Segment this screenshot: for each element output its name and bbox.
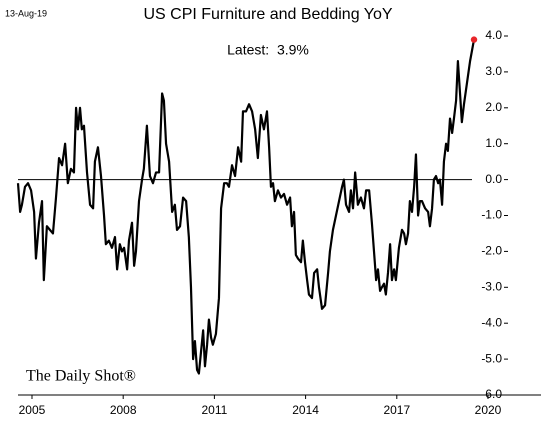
y-tick-label: -2.0 <box>481 244 502 258</box>
x-tick-label: 2011 <box>201 403 227 417</box>
date-label: 13-Aug-19 <box>5 8 47 18</box>
watermark: The Daily Shot® <box>26 368 136 385</box>
y-tick-label: 3.0 <box>485 64 502 78</box>
y-tick-label: -1.0 <box>481 208 502 222</box>
x-tick-label: 2008 <box>110 403 137 417</box>
x-tick-label: 2005 <box>19 403 46 417</box>
y-tick-label: 1.0 <box>485 136 502 150</box>
x-tick-label: 2020 <box>475 403 502 417</box>
y-tick-label: -4.0 <box>481 315 502 329</box>
y-tick-label: 0.0 <box>485 172 502 186</box>
y-tick-label: 2.0 <box>485 100 502 114</box>
chart-title: US CPI Furniture and Bedding YoY <box>143 6 392 23</box>
series-line <box>16 39 476 375</box>
x-tick-label: 2017 <box>383 403 410 417</box>
y-tick-label: -5.0 <box>481 351 502 365</box>
latest-point <box>470 36 478 43</box>
x-tick-label: 2014 <box>292 403 319 417</box>
y-tick-label: -6.0 <box>481 387 502 401</box>
y-tick-label: 4.0 <box>485 28 502 42</box>
y-tick-label: -3.0 <box>481 279 502 293</box>
annotation: Latest: 3.9% <box>227 42 309 58</box>
